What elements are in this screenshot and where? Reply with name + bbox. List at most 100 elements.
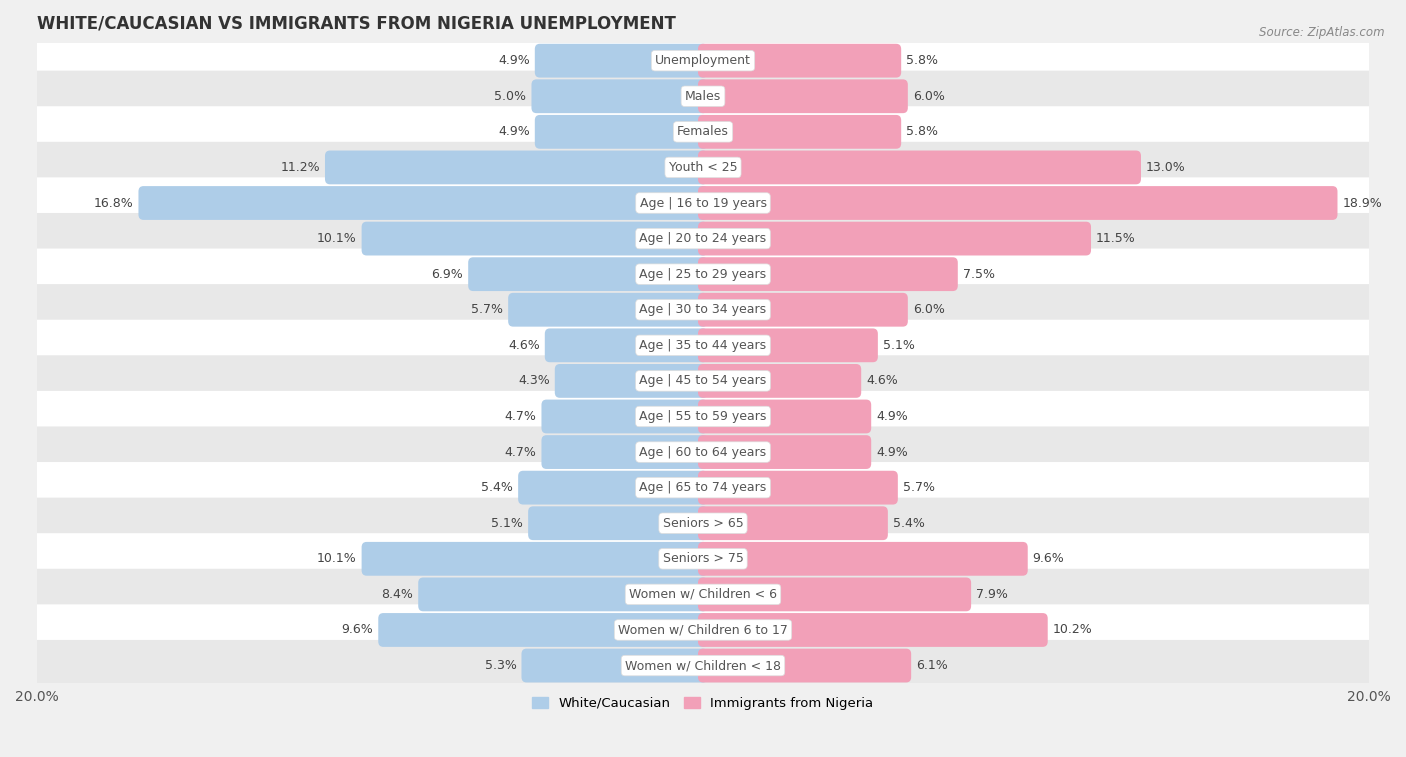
- FancyBboxPatch shape: [531, 79, 709, 113]
- FancyBboxPatch shape: [697, 471, 898, 505]
- FancyBboxPatch shape: [697, 151, 1142, 184]
- FancyBboxPatch shape: [529, 506, 709, 540]
- FancyBboxPatch shape: [697, 364, 862, 398]
- FancyBboxPatch shape: [697, 400, 872, 434]
- Text: 5.8%: 5.8%: [907, 126, 938, 139]
- FancyBboxPatch shape: [27, 462, 1379, 513]
- Text: 6.1%: 6.1%: [917, 659, 948, 672]
- Text: Unemployment: Unemployment: [655, 55, 751, 67]
- Text: Women w/ Children < 6: Women w/ Children < 6: [628, 588, 778, 601]
- FancyBboxPatch shape: [697, 329, 877, 363]
- Text: 4.9%: 4.9%: [876, 446, 908, 459]
- Text: 4.9%: 4.9%: [498, 55, 530, 67]
- Text: Youth < 25: Youth < 25: [669, 161, 737, 174]
- Text: 8.4%: 8.4%: [381, 588, 413, 601]
- Text: Females: Females: [678, 126, 728, 139]
- Text: Age | 55 to 59 years: Age | 55 to 59 years: [640, 410, 766, 423]
- Text: Age | 16 to 19 years: Age | 16 to 19 years: [640, 197, 766, 210]
- Text: Males: Males: [685, 90, 721, 103]
- FancyBboxPatch shape: [27, 35, 1379, 86]
- FancyBboxPatch shape: [544, 329, 709, 363]
- FancyBboxPatch shape: [27, 533, 1379, 584]
- FancyBboxPatch shape: [697, 649, 911, 683]
- FancyBboxPatch shape: [697, 293, 908, 327]
- FancyBboxPatch shape: [361, 222, 709, 255]
- FancyBboxPatch shape: [697, 115, 901, 148]
- Text: Age | 20 to 24 years: Age | 20 to 24 years: [640, 232, 766, 245]
- FancyBboxPatch shape: [361, 542, 709, 576]
- Text: 7.5%: 7.5%: [963, 268, 995, 281]
- FancyBboxPatch shape: [697, 186, 1337, 220]
- FancyBboxPatch shape: [27, 248, 1379, 300]
- FancyBboxPatch shape: [27, 70, 1379, 122]
- Text: 13.0%: 13.0%: [1146, 161, 1185, 174]
- Text: Women w/ Children < 18: Women w/ Children < 18: [626, 659, 780, 672]
- FancyBboxPatch shape: [534, 44, 709, 77]
- Text: 7.9%: 7.9%: [976, 588, 1008, 601]
- Text: 5.4%: 5.4%: [893, 517, 925, 530]
- FancyBboxPatch shape: [27, 604, 1379, 656]
- FancyBboxPatch shape: [534, 115, 709, 148]
- FancyBboxPatch shape: [697, 506, 887, 540]
- Text: Seniors > 65: Seniors > 65: [662, 517, 744, 530]
- Text: 5.7%: 5.7%: [471, 304, 503, 316]
- FancyBboxPatch shape: [27, 569, 1379, 620]
- Text: 4.9%: 4.9%: [876, 410, 908, 423]
- Text: WHITE/CAUCASIAN VS IMMIGRANTS FROM NIGERIA UNEMPLOYMENT: WHITE/CAUCASIAN VS IMMIGRANTS FROM NIGER…: [37, 15, 676, 33]
- FancyBboxPatch shape: [27, 319, 1379, 371]
- FancyBboxPatch shape: [697, 44, 901, 77]
- FancyBboxPatch shape: [27, 213, 1379, 264]
- Text: 5.1%: 5.1%: [491, 517, 523, 530]
- Text: 6.9%: 6.9%: [432, 268, 463, 281]
- FancyBboxPatch shape: [697, 578, 972, 612]
- Text: 4.7%: 4.7%: [505, 410, 537, 423]
- Text: 18.9%: 18.9%: [1343, 197, 1382, 210]
- Text: 4.3%: 4.3%: [517, 375, 550, 388]
- FancyBboxPatch shape: [697, 257, 957, 291]
- Text: Age | 35 to 44 years: Age | 35 to 44 years: [640, 339, 766, 352]
- Text: 10.2%: 10.2%: [1053, 624, 1092, 637]
- FancyBboxPatch shape: [468, 257, 709, 291]
- FancyBboxPatch shape: [27, 497, 1379, 549]
- FancyBboxPatch shape: [519, 471, 709, 505]
- FancyBboxPatch shape: [325, 151, 709, 184]
- FancyBboxPatch shape: [378, 613, 709, 647]
- FancyBboxPatch shape: [27, 284, 1379, 335]
- Text: Age | 65 to 74 years: Age | 65 to 74 years: [640, 481, 766, 494]
- Text: 4.6%: 4.6%: [866, 375, 898, 388]
- Text: 5.8%: 5.8%: [907, 55, 938, 67]
- FancyBboxPatch shape: [697, 435, 872, 469]
- FancyBboxPatch shape: [27, 355, 1379, 407]
- FancyBboxPatch shape: [27, 426, 1379, 478]
- Text: 4.7%: 4.7%: [505, 446, 537, 459]
- Text: 5.7%: 5.7%: [903, 481, 935, 494]
- Text: 11.5%: 11.5%: [1097, 232, 1136, 245]
- FancyBboxPatch shape: [697, 79, 908, 113]
- Text: Age | 60 to 64 years: Age | 60 to 64 years: [640, 446, 766, 459]
- Text: 10.1%: 10.1%: [316, 553, 357, 565]
- Text: 4.6%: 4.6%: [508, 339, 540, 352]
- FancyBboxPatch shape: [27, 106, 1379, 157]
- FancyBboxPatch shape: [697, 542, 1028, 576]
- FancyBboxPatch shape: [508, 293, 709, 327]
- Text: 10.1%: 10.1%: [316, 232, 357, 245]
- Text: 5.1%: 5.1%: [883, 339, 915, 352]
- Text: Women w/ Children 6 to 17: Women w/ Children 6 to 17: [619, 624, 787, 637]
- Text: Age | 45 to 54 years: Age | 45 to 54 years: [640, 375, 766, 388]
- Text: 11.2%: 11.2%: [280, 161, 321, 174]
- Legend: White/Caucasian, Immigrants from Nigeria: White/Caucasian, Immigrants from Nigeria: [527, 692, 879, 715]
- Text: 5.0%: 5.0%: [495, 90, 526, 103]
- FancyBboxPatch shape: [555, 364, 709, 398]
- FancyBboxPatch shape: [522, 649, 709, 683]
- Text: Source: ZipAtlas.com: Source: ZipAtlas.com: [1260, 26, 1385, 39]
- Text: Seniors > 75: Seniors > 75: [662, 553, 744, 565]
- FancyBboxPatch shape: [138, 186, 709, 220]
- FancyBboxPatch shape: [541, 400, 709, 434]
- FancyBboxPatch shape: [27, 177, 1379, 229]
- FancyBboxPatch shape: [541, 435, 709, 469]
- Text: 9.6%: 9.6%: [1033, 553, 1064, 565]
- Text: 6.0%: 6.0%: [912, 90, 945, 103]
- FancyBboxPatch shape: [27, 391, 1379, 442]
- FancyBboxPatch shape: [418, 578, 709, 612]
- FancyBboxPatch shape: [27, 640, 1379, 691]
